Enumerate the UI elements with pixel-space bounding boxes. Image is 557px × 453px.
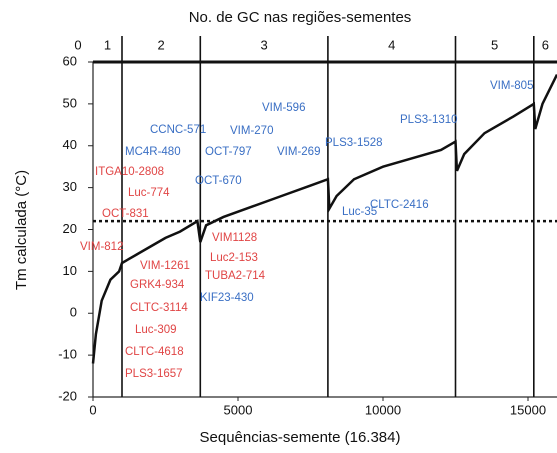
annotation: ITGA10-2808 bbox=[95, 166, 164, 178]
annotation: MC4R-480 bbox=[125, 146, 181, 158]
annotation: VIM-596 bbox=[262, 102, 305, 114]
annotation: TUBA2-714 bbox=[205, 270, 266, 282]
region-label: 2 bbox=[158, 37, 165, 52]
annotation: VIM-812 bbox=[80, 241, 123, 253]
y-tick-label: 30 bbox=[63, 179, 77, 194]
x-tick-label: 0 bbox=[89, 402, 96, 417]
annotation: PLS3-1528 bbox=[325, 137, 383, 149]
annotation: OCT-831 bbox=[102, 208, 149, 220]
chart-title: No. de GC nas regiões-sementes bbox=[189, 9, 412, 26]
region-label: 3 bbox=[260, 37, 267, 52]
region-label: 0 bbox=[74, 37, 81, 52]
y-axis-label: Tm calculada (°C) bbox=[13, 170, 30, 290]
annotation: OCT-797 bbox=[205, 146, 252, 158]
annotation: GRK4-934 bbox=[130, 279, 185, 291]
y-tick-label: 40 bbox=[63, 137, 77, 152]
y-tick-label: 10 bbox=[63, 263, 77, 278]
y-tick-label: -20 bbox=[58, 388, 77, 403]
region-label: 1 bbox=[104, 37, 111, 52]
annotation: VIM-805 bbox=[490, 80, 533, 92]
annotation: PLS3-1657 bbox=[125, 368, 183, 380]
annotation: Luc2-153 bbox=[210, 252, 258, 264]
x-axis-label: Sequências-semente (16.384) bbox=[200, 429, 401, 446]
data-line bbox=[91, 74, 557, 364]
region-label: 5 bbox=[491, 37, 498, 52]
y-tick-label: 20 bbox=[63, 221, 77, 236]
annotation: VIM1128 bbox=[212, 232, 257, 244]
annotation: CCNC-571 bbox=[150, 124, 206, 136]
x-tick-label: 10000 bbox=[365, 402, 401, 417]
annotation: VIM-1261 bbox=[140, 260, 190, 272]
annotation: OCT-670 bbox=[195, 175, 242, 187]
annotation: Luc-35 bbox=[342, 206, 377, 218]
region-label: 4 bbox=[388, 37, 395, 52]
annotation: CLTC-2416 bbox=[370, 199, 429, 211]
annotation: KIF23-430 bbox=[200, 292, 254, 304]
y-tick-label: 60 bbox=[63, 53, 77, 68]
x-tick-label: 15000 bbox=[510, 402, 546, 417]
annotation: CLTC-3114 bbox=[130, 302, 188, 314]
annotation: PLS3-1310 bbox=[400, 114, 458, 126]
y-tick-label: 50 bbox=[63, 95, 77, 110]
x-tick-label: 5000 bbox=[224, 402, 253, 417]
region-label: 6 bbox=[542, 37, 549, 52]
annotation: Luc-309 bbox=[135, 324, 177, 336]
annotation: Luc-774 bbox=[128, 187, 170, 199]
y-tick-label: 0 bbox=[70, 305, 77, 320]
annotation: CLTC-4618 bbox=[125, 346, 184, 358]
annotation: VIM-269 bbox=[277, 146, 320, 158]
annotation: VIM-270 bbox=[230, 125, 273, 137]
y-tick-label: -10 bbox=[58, 347, 77, 362]
